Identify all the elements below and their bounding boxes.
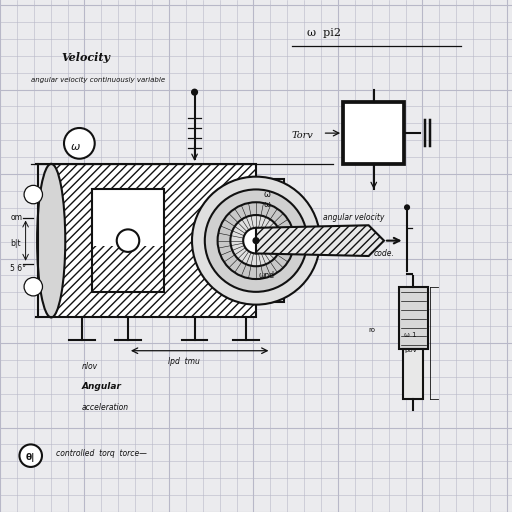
Circle shape <box>243 228 269 253</box>
Text: pov: pov <box>404 347 417 353</box>
Ellipse shape <box>37 164 66 317</box>
Text: angular velocity continuously variable: angular velocity continuously variable <box>31 77 165 83</box>
Text: ωnd: ωnd <box>259 270 274 280</box>
Text: θ|: θ| <box>26 453 35 462</box>
Bar <box>51 164 256 317</box>
Circle shape <box>24 278 42 296</box>
Bar <box>403 349 423 399</box>
Text: om: om <box>10 213 22 222</box>
Circle shape <box>24 185 42 204</box>
Bar <box>92 189 164 292</box>
Text: angular velocity: angular velocity <box>323 213 384 222</box>
Circle shape <box>19 444 42 467</box>
Circle shape <box>230 215 282 266</box>
Circle shape <box>191 89 198 96</box>
Text: ω: ω <box>71 141 80 152</box>
Text: code.: code. <box>374 249 395 258</box>
Text: ω
ω: ω ω <box>264 190 271 209</box>
Text: 5 6°: 5 6° <box>10 264 26 273</box>
Text: controlled  torq  torce—: controlled torq torce— <box>56 449 147 458</box>
Circle shape <box>252 237 260 244</box>
Bar <box>256 179 284 302</box>
Circle shape <box>64 128 95 159</box>
Text: Torv: Torv <box>292 131 313 140</box>
Circle shape <box>404 204 410 210</box>
Bar <box>92 246 164 292</box>
Text: ω  pi2: ω pi2 <box>307 28 341 38</box>
Text: ro: ro <box>369 327 376 333</box>
Bar <box>399 287 428 349</box>
Polygon shape <box>256 225 384 256</box>
Text: b|t: b|t <box>10 239 21 248</box>
Text: Velocity: Velocity <box>61 52 111 63</box>
Text: nlov: nlov <box>82 361 98 371</box>
Bar <box>343 102 404 164</box>
Text: acceleration: acceleration <box>82 402 129 412</box>
Bar <box>51 164 256 317</box>
Circle shape <box>218 202 294 279</box>
Circle shape <box>205 189 307 292</box>
Text: lpd  tmu: lpd tmu <box>168 356 200 366</box>
Circle shape <box>192 177 320 305</box>
Text: ω 1: ω 1 <box>404 332 417 338</box>
Circle shape <box>117 229 139 252</box>
Text: Angular: Angular <box>82 382 122 391</box>
